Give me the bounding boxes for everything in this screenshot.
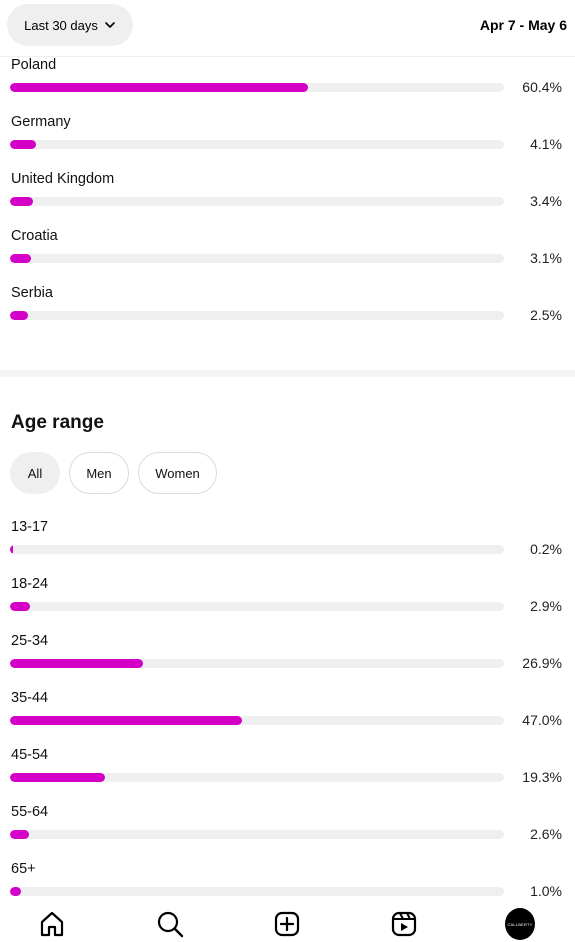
age-range-bar-fill	[10, 659, 143, 668]
date-range-text: Apr 7 - May 6	[479, 17, 567, 33]
filter-all-label: All	[27, 465, 43, 481]
bottom-nav: CALLBERTY	[0, 898, 575, 942]
country-percent: 2.5%	[530, 307, 562, 323]
age-range-percent: 0.2%	[530, 541, 562, 557]
country-row: Poland 60.4%	[0, 57, 575, 114]
nav-reels[interactable]	[389, 909, 419, 939]
country-bar-fill	[10, 83, 309, 92]
age-range-row: 45-54 19.3%	[0, 747, 575, 804]
section-divider	[0, 370, 575, 377]
country-row: United Kingdom 3.4%	[0, 171, 575, 228]
age-range-bar-fill	[10, 887, 21, 896]
country-percent: 3.4%	[530, 193, 562, 209]
age-range-label: 13-17	[11, 519, 49, 535]
profile-avatar: CALLBERTY	[505, 908, 535, 940]
country-bar-track	[10, 140, 504, 149]
age-range-bar-track	[10, 773, 504, 782]
age-range-label: 55-64	[11, 804, 49, 820]
header: Last 30 days Apr 7 - May 6	[0, 0, 575, 57]
country-bar-track	[10, 254, 504, 263]
country-label: Germany	[11, 114, 71, 130]
age-range-bar-track	[10, 602, 504, 611]
nav-search[interactable]	[155, 909, 185, 939]
age-range-row: 18-24 2.9%	[0, 576, 575, 633]
age-range-row: 25-34 26.9%	[0, 633, 575, 690]
filter-women-label: Women	[155, 465, 200, 481]
age-range-row: 35-44 47.0%	[0, 690, 575, 747]
age-range-bar-track	[10, 545, 504, 554]
nav-profile[interactable]: CALLBERTY	[505, 908, 535, 940]
reels-icon	[391, 911, 417, 937]
age-range-percent: 19.3%	[522, 769, 562, 785]
date-range-dropdown-label: Last 30 days	[24, 17, 98, 33]
date-range-dropdown[interactable]: Last 30 days	[7, 4, 133, 46]
country-bar-fill	[10, 140, 37, 149]
filter-men-label: Men	[86, 465, 112, 481]
country-percent: 3.1%	[530, 250, 562, 266]
age-range-label: 25-34	[11, 633, 49, 649]
home-icon	[40, 911, 64, 937]
country-label: Poland	[11, 57, 57, 73]
age-range-percent: 1.0%	[530, 883, 562, 899]
country-row: Croatia 3.1%	[0, 228, 575, 285]
age-range-title: Age range	[11, 412, 104, 433]
age-range-bar-track	[10, 887, 504, 896]
age-range-percent: 2.9%	[530, 598, 562, 614]
age-range-label: 65+	[11, 861, 36, 877]
age-range-percent: 2.6%	[530, 826, 562, 842]
country-bar-fill	[10, 197, 33, 206]
age-range-bar-fill	[10, 602, 31, 611]
country-bar-track	[10, 83, 504, 92]
country-bar-fill	[10, 311, 29, 320]
age-range-bar-fill	[10, 716, 243, 725]
filter-all-button[interactable]: All	[10, 452, 60, 494]
search-icon	[157, 911, 184, 938]
age-range-label: 35-44	[11, 690, 49, 706]
country-row: Serbia 2.5%	[0, 285, 575, 342]
country-percent: 60.4%	[522, 79, 562, 95]
age-range-percent: 26.9%	[522, 655, 562, 671]
create-icon	[274, 911, 300, 937]
age-range-row: 13-17 0.2%	[0, 519, 575, 576]
country-bar-fill	[10, 254, 32, 263]
age-range-row: 65+ 1.0%	[0, 861, 575, 918]
nav-create[interactable]	[272, 909, 302, 939]
country-bar-track	[10, 197, 504, 206]
country-bar-track	[10, 311, 504, 320]
nav-home[interactable]	[37, 909, 67, 939]
country-label: United Kingdom	[11, 171, 115, 187]
country-percent: 4.1%	[530, 136, 562, 152]
age-range-label: 18-24	[11, 576, 49, 592]
age-range-bar-track	[10, 659, 504, 668]
age-range-percent: 47.0%	[522, 712, 562, 728]
age-range-label: 45-54	[11, 747, 49, 763]
age-range-bar-fill	[10, 830, 29, 839]
avatar-text: CALLBERTY	[507, 921, 533, 927]
age-range-row: 55-64 2.6%	[0, 804, 575, 861]
country-label: Croatia	[11, 228, 58, 244]
filter-men-button[interactable]: Men	[69, 452, 129, 494]
country-row: Germany 4.1%	[0, 114, 575, 171]
age-range-bar-track	[10, 716, 504, 725]
age-range-bar-fill	[10, 545, 13, 554]
chevron-down-icon	[105, 22, 115, 28]
country-label: Serbia	[11, 285, 53, 301]
age-range-bar-fill	[10, 773, 106, 782]
filter-women-button[interactable]: Women	[138, 452, 217, 494]
age-range-bar-track	[10, 830, 504, 839]
